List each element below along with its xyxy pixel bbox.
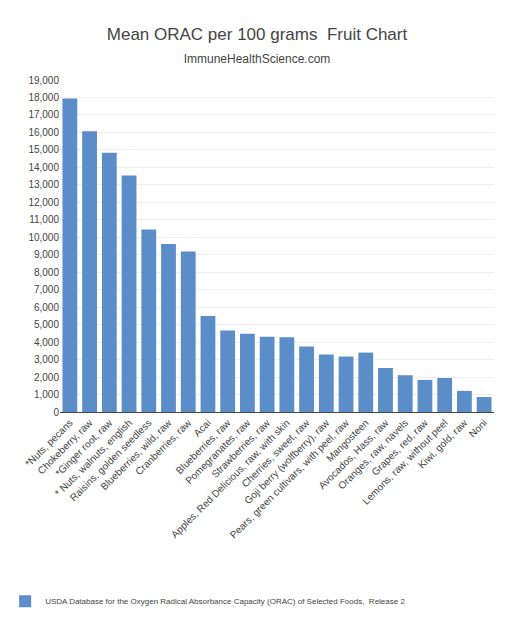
svg-text:Goji berry (wolfberry), raw: Goji berry (wolfberry), raw <box>242 417 332 507</box>
svg-text:Mean ORAC per 100 grams Fruit: Mean ORAC per 100 grams Fruit Chart <box>107 25 408 44</box>
svg-text:1,000: 1,000 <box>34 389 59 400</box>
svg-text:Grapes, red, raw: Grapes, red, raw <box>369 417 430 478</box>
svg-text:Avocados, Hass, raw: Avocados, Hass, raw <box>316 417 391 492</box>
svg-text:7,000: 7,000 <box>34 284 59 295</box>
svg-text:Chokeberry, raw: Chokeberry, raw <box>35 417 95 477</box>
svg-text:Pears, green cultivars, with p: Pears, green cultivars, with peel, raw <box>228 417 352 541</box>
svg-text:0: 0 <box>53 407 59 418</box>
svg-text:11,000: 11,000 <box>29 214 59 225</box>
svg-text:Blueberries, raw: Blueberries, raw <box>174 417 233 476</box>
svg-text:2,000: 2,000 <box>34 372 59 383</box>
svg-text:12,000: 12,000 <box>28 197 59 208</box>
svg-text:14,000: 14,000 <box>28 162 59 173</box>
svg-text:10,000: 10,000 <box>28 232 59 243</box>
svg-text:3,000: 3,000 <box>34 354 59 365</box>
svg-text:Cranberries, raw: Cranberries, raw <box>133 417 194 478</box>
svg-text:17,000: 17,000 <box>28 109 59 120</box>
svg-text:Acai: Acai <box>191 417 213 439</box>
svg-text:ImmuneHealthScience.com: ImmuneHealthScience.com <box>184 52 331 66</box>
svg-text:5,000: 5,000 <box>34 319 59 330</box>
svg-text:Oranges, raw, navels: Oranges, raw, navels <box>336 417 410 491</box>
svg-text:4,000: 4,000 <box>34 337 59 348</box>
svg-text:USDA Database for the Oxygen R: USDA Database for the Oxygen Radical Abs… <box>45 597 405 606</box>
svg-text:*Ginger root, raw: *Ginger root, raw <box>53 417 115 479</box>
svg-text:13,000: 13,000 <box>28 179 59 190</box>
svg-text:19,000: 19,000 <box>28 75 59 86</box>
svg-text:Strawberries, raw: Strawberries, raw <box>209 417 272 480</box>
svg-text:16,000: 16,000 <box>28 127 59 138</box>
svg-text:6,000: 6,000 <box>34 302 59 313</box>
svg-text:8,000: 8,000 <box>34 267 59 278</box>
svg-text:Cherries, sweet, raw: Cherries, sweet, raw <box>239 417 312 490</box>
svg-text:Pomegranates, raw: Pomegranates, raw <box>183 417 253 487</box>
svg-text:Mangosteen: Mangosteen <box>324 417 371 464</box>
svg-text:Lemons, raw, without peel: Lemons, raw, without peel <box>360 417 450 507</box>
svg-text:9,000: 9,000 <box>34 249 59 260</box>
svg-text:Kiwi, gold, raw: Kiwi, gold, raw <box>416 417 470 471</box>
svg-text:* Nuts, walnuts, english: * Nuts, walnuts, english <box>51 417 134 500</box>
svg-text:Blueberries, wild, raw: Blueberries, wild, raw <box>98 417 174 493</box>
svg-text:Noni: Noni <box>467 417 489 439</box>
svg-text:Apples, Red Delicious, raw, wi: Apples, Red Delicious, raw, with skin <box>169 417 292 540</box>
svg-text:Raisins, golden seedless: Raisins, golden seedless <box>68 417 154 503</box>
svg-text:*Nuts, pecans: *Nuts, pecans <box>23 417 75 469</box>
svg-text:15,000: 15,000 <box>28 144 59 155</box>
svg-text:18,000: 18,000 <box>28 92 59 103</box>
